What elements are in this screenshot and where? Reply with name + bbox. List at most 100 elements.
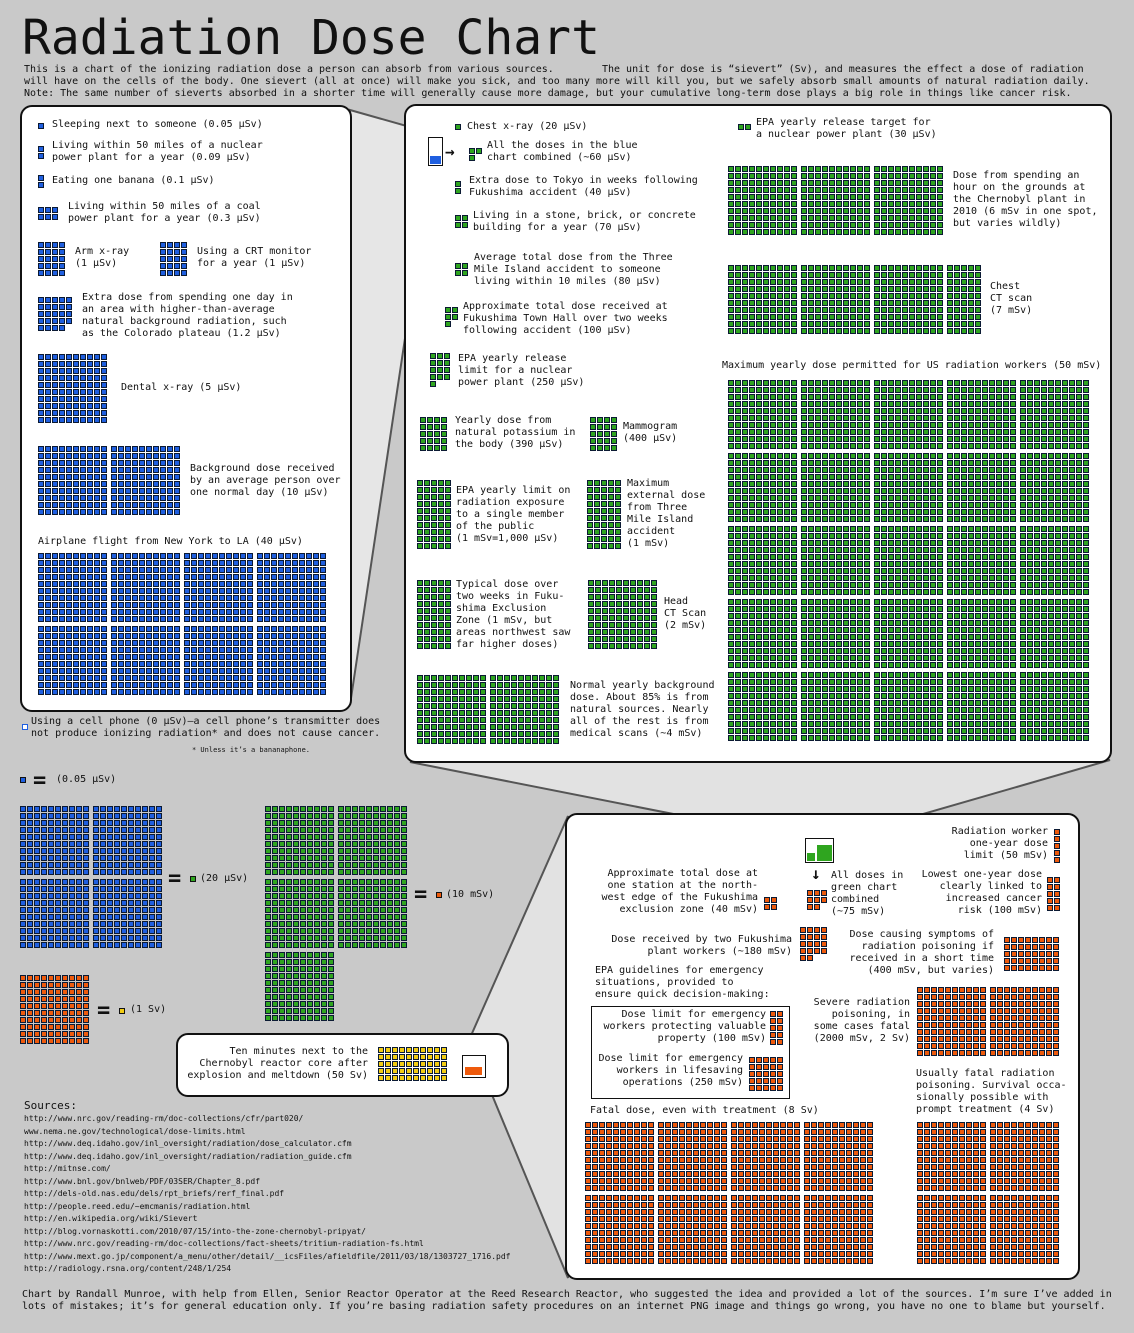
dose-grid <box>38 175 44 188</box>
dose-square <box>473 731 479 737</box>
dose-square <box>1041 582 1047 588</box>
dose-square <box>735 380 741 386</box>
dose-square <box>424 594 430 600</box>
dose-square <box>52 640 58 646</box>
dose-square <box>59 304 65 310</box>
dose-square <box>895 222 901 228</box>
dose-square <box>111 495 117 501</box>
dose-square <box>923 436 929 442</box>
dose-square <box>954 561 960 567</box>
dose-square <box>94 668 100 674</box>
dose-square <box>424 543 430 549</box>
dose-square <box>763 728 769 734</box>
dose-square <box>808 488 814 494</box>
dose-square <box>902 575 908 581</box>
dose-square <box>850 429 856 435</box>
dose-square <box>1020 686 1026 692</box>
dose-square <box>954 655 960 661</box>
dose-square <box>38 207 44 213</box>
dose-square <box>466 675 472 681</box>
dose-square <box>1034 540 1040 546</box>
dose-square <box>874 208 880 214</box>
dose-square <box>132 661 138 667</box>
dose-square <box>417 731 423 737</box>
dose-square <box>770 554 776 560</box>
dose-square <box>902 467 908 473</box>
dose-square <box>968 429 974 435</box>
dose-square <box>205 689 211 695</box>
dose-square <box>836 293 842 299</box>
dose-square <box>864 599 870 605</box>
dose-square <box>989 714 995 720</box>
dose-square <box>888 286 894 292</box>
dose-square <box>923 429 929 435</box>
dose-square <box>1048 509 1054 515</box>
dose-square <box>829 655 835 661</box>
dose-square <box>975 488 981 494</box>
dose-square <box>539 703 545 709</box>
dose-square <box>417 608 423 614</box>
dose-square <box>59 396 65 402</box>
dose-square <box>881 648 887 654</box>
dose-square <box>320 609 326 615</box>
dose-square <box>111 446 117 452</box>
dose-square <box>1034 533 1040 539</box>
dose-square <box>975 655 981 661</box>
dose-square <box>829 662 835 668</box>
dose-square <box>801 443 807 449</box>
dose-grid <box>38 242 65 276</box>
dose-square <box>38 509 44 515</box>
dose-square <box>822 321 828 327</box>
dose-square <box>881 272 887 278</box>
dose-square <box>756 394 762 400</box>
dose-square <box>923 401 929 407</box>
dose-square <box>1020 582 1026 588</box>
dose-square <box>233 595 239 601</box>
dose-square <box>791 453 797 459</box>
dose-square <box>45 325 51 331</box>
dose-square <box>989 627 995 633</box>
dose-square <box>728 453 734 459</box>
dose-square <box>864 613 870 619</box>
dose-square <box>45 389 51 395</box>
dose-square <box>1062 721 1068 727</box>
dose-square <box>888 735 894 741</box>
dose-square <box>749 672 755 678</box>
dose-square <box>1062 460 1068 466</box>
dose-square <box>791 589 797 595</box>
dose-square <box>843 620 849 626</box>
dose-square <box>271 595 277 601</box>
dose-square <box>874 533 880 539</box>
dose-square <box>881 589 887 595</box>
dose-square <box>594 508 600 514</box>
dose-square <box>94 633 100 639</box>
dose-square <box>864 627 870 633</box>
dose-square <box>829 272 835 278</box>
dose-square <box>490 710 496 716</box>
dose-square <box>930 401 936 407</box>
dose-square <box>930 387 936 393</box>
dose-square <box>438 501 444 507</box>
dose-square <box>996 728 1002 734</box>
dose-square <box>881 481 887 487</box>
dose-square <box>909 180 915 186</box>
footnote: * Unless it’s a bananaphone. <box>192 746 311 754</box>
dose-square <box>749 293 755 299</box>
dose-square <box>968 554 974 560</box>
dose-square <box>857 533 863 539</box>
dose-square <box>836 166 842 172</box>
dose-square <box>930 547 936 553</box>
dose-square <box>1010 526 1016 532</box>
dose-square <box>153 602 159 608</box>
dose-square <box>996 453 1002 459</box>
dose-square <box>909 714 915 720</box>
dose-square <box>881 700 887 706</box>
dose-square <box>434 417 440 423</box>
dose-square <box>843 279 849 285</box>
dose-square <box>930 173 936 179</box>
dose-square <box>895 307 901 313</box>
dose-square <box>874 648 880 654</box>
dose-square <box>1010 554 1016 560</box>
dose-square <box>777 229 783 235</box>
dose-square <box>728 526 734 532</box>
